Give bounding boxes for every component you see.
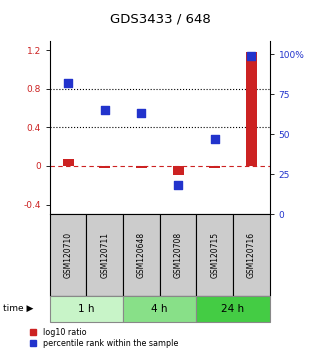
- Point: [176, 183, 181, 188]
- Bar: [172, 166, 184, 175]
- Bar: [233, 214, 270, 296]
- Point: [65, 80, 71, 86]
- Bar: [196, 214, 233, 296]
- Text: GSM120711: GSM120711: [100, 232, 109, 278]
- Bar: [123, 214, 160, 296]
- Legend: log10 ratio, percentile rank within the sample: log10 ratio, percentile rank within the …: [30, 328, 178, 348]
- Text: 24 h: 24 h: [221, 304, 245, 314]
- Bar: [246, 52, 257, 166]
- Bar: [99, 166, 110, 168]
- Bar: [196, 296, 270, 322]
- Bar: [50, 296, 123, 322]
- Text: GSM120648: GSM120648: [137, 232, 146, 278]
- Text: GDS3433 / 648: GDS3433 / 648: [110, 12, 211, 25]
- Bar: [123, 296, 196, 322]
- Text: GSM120715: GSM120715: [210, 232, 219, 278]
- Bar: [160, 214, 196, 296]
- Point: [249, 53, 254, 58]
- Bar: [136, 166, 147, 168]
- Text: 1 h: 1 h: [78, 304, 95, 314]
- Text: time ▶: time ▶: [3, 304, 34, 313]
- Point: [139, 110, 144, 116]
- Text: 4 h: 4 h: [152, 304, 168, 314]
- Bar: [50, 214, 86, 296]
- Text: GSM120716: GSM120716: [247, 232, 256, 278]
- Bar: [209, 166, 220, 168]
- Text: GSM120710: GSM120710: [64, 232, 73, 278]
- Point: [212, 136, 217, 142]
- Bar: [86, 214, 123, 296]
- Point: [102, 107, 107, 113]
- Text: GSM120708: GSM120708: [174, 232, 183, 278]
- Bar: [63, 159, 74, 166]
